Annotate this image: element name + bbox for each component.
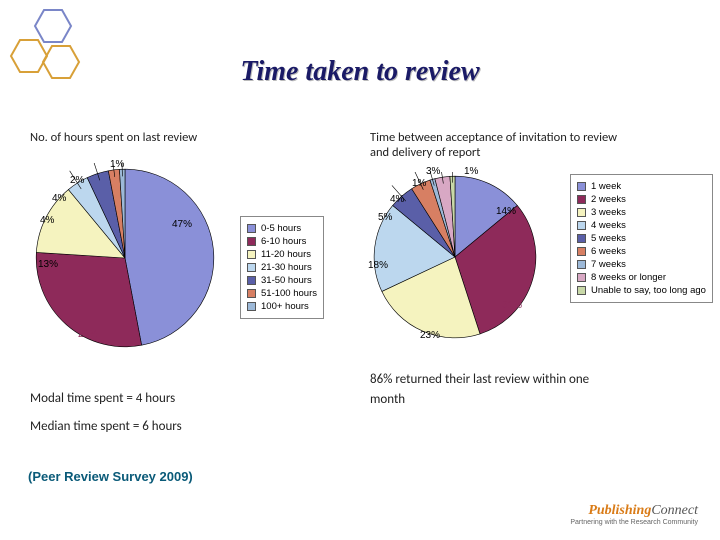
legend-item: 51-100 hours bbox=[247, 288, 317, 299]
brand-tagline: Partnering with the Research Community bbox=[570, 519, 698, 526]
legend-swatch bbox=[247, 302, 256, 311]
legend: 1 week 2 weeks 3 weeks 4 weeks 5 weeks 6 week… bbox=[570, 174, 713, 303]
legend-item: 6 weeks bbox=[577, 246, 706, 257]
legend-label: 3 weeks bbox=[591, 207, 626, 218]
legend-swatch bbox=[247, 224, 256, 233]
slice-label: 4% bbox=[390, 194, 404, 205]
legend-label: 7 weeks bbox=[591, 259, 626, 270]
legend-item: 11-20 hours bbox=[247, 249, 317, 260]
legend-label: 6-10 hours bbox=[261, 236, 306, 247]
slice-label: 1% bbox=[464, 166, 478, 177]
chart-hours-spent: No. of hours spent on last review 47% 29%… bbox=[30, 130, 350, 436]
pie-wrap: 14%31%23%18%5%4%1%3%1% bbox=[370, 172, 540, 342]
legend-label: 100+ hours bbox=[261, 301, 309, 312]
legend-item: 8 weeks or longer bbox=[577, 272, 706, 283]
slice-label: 2% bbox=[70, 175, 84, 186]
legend-item: 31-50 hours bbox=[247, 275, 317, 286]
legend-item: 5 weeks bbox=[577, 233, 706, 244]
legend-label: 6 weeks bbox=[591, 246, 626, 257]
caption-median: Median time spent = 6 hours bbox=[30, 417, 350, 437]
legend-item: 1 week bbox=[577, 181, 706, 192]
legend-swatch bbox=[577, 182, 586, 191]
legend-item: 0-5 hours bbox=[247, 223, 317, 234]
brand-word-1: Publishing bbox=[588, 503, 651, 518]
slice-label: 13% bbox=[38, 259, 58, 270]
brand-word-2: Connect bbox=[651, 503, 698, 518]
legend-swatch bbox=[577, 195, 586, 204]
chart-time-between: Time between acceptance of invitation to… bbox=[370, 130, 710, 409]
chart-title: No. of hours spent on last review bbox=[30, 130, 350, 145]
legend-item: 100+ hours bbox=[247, 301, 317, 312]
chart-title: Time between acceptance of invitation to… bbox=[370, 130, 620, 160]
slice-label: 31% bbox=[502, 300, 522, 311]
legend-label: 0-5 hours bbox=[261, 223, 301, 234]
legend-swatch bbox=[247, 289, 256, 298]
slice-label: 47% bbox=[172, 219, 192, 230]
legend-swatch bbox=[247, 276, 256, 285]
legend-label: 8 weeks or longer bbox=[591, 272, 666, 283]
page-title: Time taken to review bbox=[0, 56, 720, 88]
slice-label: 1% bbox=[110, 159, 124, 170]
caption-summary: 86% returned their last review within on… bbox=[370, 370, 610, 409]
legend-item: 21-30 hours bbox=[247, 262, 317, 273]
slice-label: 14% bbox=[496, 206, 516, 217]
footer-logo: PublishingConnect Partnering with the Re… bbox=[570, 503, 698, 526]
slice-label: 4% bbox=[40, 215, 54, 226]
legend-swatch bbox=[577, 286, 586, 295]
legend-item: 7 weeks bbox=[577, 259, 706, 270]
legend-swatch bbox=[247, 237, 256, 246]
legend-label: 2 weeks bbox=[591, 194, 626, 205]
legend: 0-5 hours 6-10 hours 11-20 hours 21-30 hour… bbox=[240, 216, 324, 319]
slice-label: 18% bbox=[368, 260, 388, 271]
slice-label: 23% bbox=[420, 330, 440, 341]
legend-label: 4 weeks bbox=[591, 220, 626, 231]
caption-modal: Modal time spent = 4 hours bbox=[30, 389, 350, 409]
legend-item: 3 weeks bbox=[577, 207, 706, 218]
legend-label: 11-20 hours bbox=[261, 249, 311, 260]
legend-swatch bbox=[577, 247, 586, 256]
pie-wrap: 47%29%13%4%4%2%1% bbox=[30, 163, 220, 353]
legend-swatch bbox=[577, 208, 586, 217]
slice-label: 29% bbox=[78, 329, 98, 340]
slice-label: 5% bbox=[378, 212, 392, 223]
slice-label: 3% bbox=[426, 166, 440, 177]
pie-slice bbox=[125, 169, 214, 345]
legend-label: 31-50 hours bbox=[261, 275, 312, 286]
legend-item: 4 weeks bbox=[577, 220, 706, 231]
legend-item: 2 weeks bbox=[577, 194, 706, 205]
slice-label: 4% bbox=[52, 193, 66, 204]
legend-label: 1 week bbox=[591, 181, 621, 192]
legend-item: 6-10 hours bbox=[247, 236, 317, 247]
legend-label: 51-100 hours bbox=[261, 288, 317, 299]
legend-label: 21-30 hours bbox=[261, 262, 312, 273]
legend-swatch bbox=[577, 221, 586, 230]
legend-label: Unable to say, too long ago bbox=[591, 285, 706, 296]
legend-swatch bbox=[247, 250, 256, 259]
legend-item: Unable to say, too long ago bbox=[577, 285, 706, 296]
legend-swatch bbox=[577, 273, 586, 282]
pie-chart bbox=[30, 163, 220, 353]
source-citation: (Peer Review Survey 2009) bbox=[28, 469, 193, 484]
legend-label: 5 weeks bbox=[591, 233, 626, 244]
slice-label: 1% bbox=[412, 178, 426, 189]
legend-swatch bbox=[247, 263, 256, 272]
legend-swatch bbox=[577, 234, 586, 243]
legend-swatch bbox=[577, 260, 586, 269]
